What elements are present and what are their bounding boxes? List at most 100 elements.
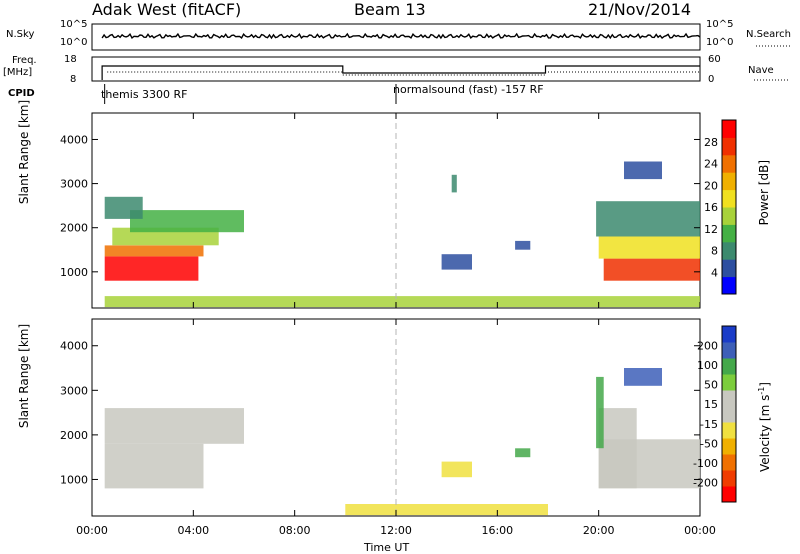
colorbar-segment [722,259,736,278]
colorbar-segment [722,189,736,208]
x-axis-label: Time UT [364,541,410,554]
data-region [441,254,472,270]
colorbar-tick-label: 50 [704,379,718,392]
colorbar-segment [722,454,736,471]
nave-tick-top: 60 [708,54,721,65]
x-tick-label: 20:00 [583,524,615,537]
data-region [596,201,700,237]
colorbar-segment [722,390,736,407]
colorbar-segment [722,207,736,225]
velocity-colorbar-label: Velocity [m s-1] [757,382,772,472]
colorbar-segment [722,406,736,423]
x-tick-label: 04:00 [177,524,209,537]
data-region [624,161,662,180]
cpid-mode-1: themis 3300 RF [101,88,188,101]
station-title: Adak West (fitACF) [92,0,242,19]
colorbar-segment [722,422,736,439]
colorbar-frame [721,325,737,503]
colorbar-tick-label: 28 [704,136,718,149]
freq-panel [91,56,701,82]
colorbar-segment [722,326,736,343]
x-tick-label: 00:00 [684,524,716,537]
colorbar-tick-label: 12 [704,223,718,236]
nave-label: Nave [748,65,774,76]
freq-unit: [MHz] [3,67,33,78]
colorbar-segment [722,241,736,260]
colorbar-tick-label: 16 [704,201,718,214]
nsearch-tick-bottom: 10^0 [706,37,734,48]
colorbar-tick-label: -50 [700,437,718,450]
nave-tick-bottom: 0 [708,74,715,85]
colorbar-segment [722,137,736,156]
beam-title: Beam 13 [354,0,426,19]
colorbar-tick-label: 200 [697,340,718,353]
colorbar-segment [722,224,736,243]
colorbar-tick-label: 15 [704,398,718,411]
y-tick-label: 3000 [60,178,88,191]
colorbar-segment [722,470,736,487]
colorbar-segment [722,342,736,359]
data-region [451,174,457,193]
nsky-label: N.Sky [6,29,35,40]
data-region [130,210,244,233]
power-ylabel: Slant Range [km] [17,99,31,205]
x-tick-label: 16:00 [481,524,513,537]
data-region [515,240,531,250]
cpid-label: CPID [8,88,35,99]
y-tick-label: 1000 [60,266,88,279]
nsearch-tick-top: 10^5 [706,19,734,30]
freq-tick-bottom: 8 [70,74,77,85]
colorbar-tick-label: -100 [693,457,718,470]
cpid-mode-2: normalsound (fast) -157 RF [393,83,544,96]
data-region [104,443,204,489]
data-region [104,196,143,219]
colorbar-tick-label: 20 [704,179,718,192]
freq-tick-top: 18 [64,54,77,65]
data-region [596,376,604,449]
y-tick-label: 2000 [60,222,88,235]
colorbar-tick-label: -15 [700,418,718,431]
x-tick-label: 08:00 [279,524,311,537]
freq-trace [101,65,700,81]
nave-trace [107,71,700,76]
colorbar-segment [722,276,736,295]
colorbar-segment [722,120,736,138]
colorbar-segment [722,486,736,503]
colorbar-segment [722,374,736,391]
data-region [104,408,244,444]
data-region [598,408,637,489]
colorbar-segment [722,172,736,191]
y-tick-label: 4000 [60,340,88,353]
data-region [603,258,700,281]
colorbar-tick-label: -200 [693,476,718,489]
data-region [441,461,472,478]
y-tick-label: 3000 [60,384,88,397]
colorbar-tick-label: 8 [711,245,718,258]
nsky-trace [101,32,701,40]
power-colorbar-label: Power [dB] [757,160,771,226]
colorbar-segment [722,438,736,455]
nsky-tick-top: 10^5 [60,19,88,30]
colorbar-frame [721,119,737,295]
x-tick-label: 12:00 [380,524,412,537]
data-region [624,368,662,386]
velocity-ylabel: Slant Range [km] [17,323,31,429]
data-region [598,236,700,259]
date-title: 21/Nov/2014 [588,0,692,19]
colorbar-tick-label: 24 [704,158,718,171]
data-region [104,296,700,308]
colorbar-segment [722,154,736,173]
x-tick-label: 00:00 [76,524,108,537]
colorbar-tick-label: 100 [697,359,718,372]
data-region [345,504,548,516]
colorbar-tick-label: 4 [711,266,718,279]
nsearch-label: N.Search [746,29,792,40]
nsky-tick-bottom: 10^0 [60,37,88,48]
y-tick-label: 4000 [60,133,88,146]
freq-label: Freq. [12,55,37,66]
y-tick-label: 1000 [60,473,88,486]
data-region [104,245,204,257]
y-tick-label: 2000 [60,429,88,442]
data-region [515,448,531,458]
